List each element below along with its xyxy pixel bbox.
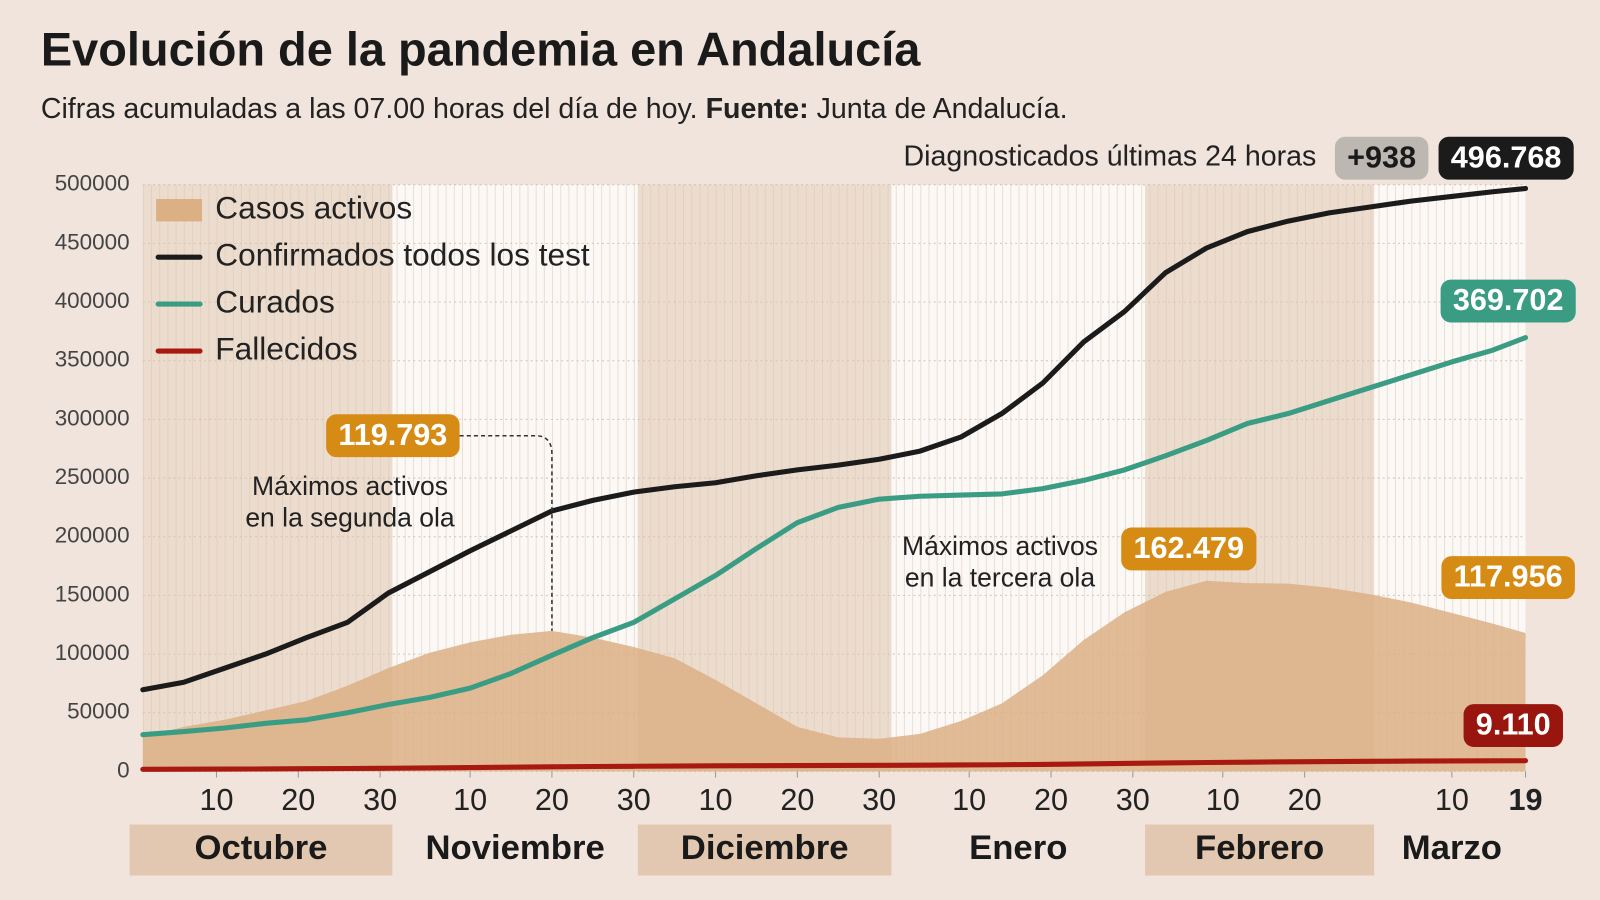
value-label: 117.956 <box>1441 556 1575 599</box>
area <box>142 580 1526 772</box>
month-label: Noviembre <box>425 829 604 867</box>
y-tick-label: 150000 <box>55 581 130 606</box>
value-label-text: 119.793 <box>338 418 447 452</box>
month-label: Octubre <box>194 829 327 867</box>
y-tick-label: 0 <box>117 757 129 782</box>
annotation: en la tercera ola <box>905 563 1095 593</box>
value-label-text: 117.956 <box>1454 560 1563 594</box>
x-tick-label: 20 <box>1288 783 1322 817</box>
month-label: Enero <box>969 829 1067 867</box>
value-label-text: 9.110 <box>1476 708 1551 742</box>
x-tick-label: 20 <box>780 783 814 817</box>
value-label-box <box>1438 136 1574 180</box>
value-label-box <box>1441 556 1575 599</box>
month-box <box>1145 824 1375 876</box>
y-tick-label: 200000 <box>55 523 130 548</box>
x-tick-label: 30 <box>1116 783 1150 817</box>
x-tick-label: 30 <box>363 783 397 817</box>
y-tick-label: 250000 <box>55 464 130 489</box>
month-label: Diciembre <box>681 829 849 867</box>
x-tick-label: 10 <box>699 783 733 817</box>
y-tick-label: 100000 <box>55 640 130 665</box>
chart-subtitle: Cifras acumuladas a las 07.00 horas del … <box>41 93 1068 125</box>
y-tick-label: 450000 <box>55 229 130 254</box>
x-tick-label: 30 <box>862 783 896 817</box>
x-tick-label: 10 <box>1435 783 1469 817</box>
legend-label: Confirmados todos los test <box>215 237 590 273</box>
month-label: Marzo <box>1402 829 1502 867</box>
value-label: 162.479 <box>1121 527 1257 571</box>
month-label: Febrero <box>1195 829 1324 867</box>
x-tick-label: 20 <box>535 783 569 817</box>
x-tick-label: 20 <box>1034 783 1068 817</box>
subtitle: Cifras acumuladas a las 07.00 horas del … <box>41 93 698 125</box>
x-tick-label: 10 <box>1206 783 1240 817</box>
value-label-box <box>326 414 460 458</box>
line <box>140 185 1529 693</box>
new-cases-text: +938 <box>1347 140 1416 174</box>
annotation: Máximos activos <box>902 531 1098 561</box>
new-cases-box <box>1334 136 1429 180</box>
x-tick-label: 10 <box>952 783 986 817</box>
y-tick-label: 350000 <box>55 347 130 372</box>
labels: Octubre Noviembre Diciembre Enero Febrero Mar… <box>55 136 1576 867</box>
source-label: Fuente: <box>706 93 809 125</box>
value-label-text: 162.479 <box>1133 531 1244 565</box>
x-tick-label: 10 <box>199 783 233 817</box>
new-cases-label: Diagnosticados últimas 24 horas <box>904 141 1317 173</box>
value-label-box <box>1440 279 1576 323</box>
value-label: 9.110 <box>1463 704 1563 747</box>
source: Junta de Andalucía. <box>817 93 1068 125</box>
value-label: 369.702 <box>1440 279 1576 323</box>
value-label: 496.768 <box>1438 136 1574 180</box>
x-tick-label: 30 <box>617 783 651 817</box>
y-tick-label: 300000 <box>55 405 130 430</box>
x-tick-label: 19 <box>1508 783 1542 817</box>
value-label-text: 496.768 <box>1451 140 1562 174</box>
chart-title: Evolución de la pandemia en Andalucía <box>41 23 921 75</box>
month-box <box>129 824 393 876</box>
annotation: Máximos activos <box>252 471 448 501</box>
legend-swatch <box>156 198 203 222</box>
value-label: 119.793 <box>326 414 460 458</box>
legend-label: Fallecidos <box>215 330 357 366</box>
annotation: en la segunda ola <box>245 502 455 532</box>
y-tick-label: 50000 <box>67 699 129 724</box>
value-label-box <box>1463 704 1563 747</box>
leader-line <box>459 434 553 631</box>
y-tick-label: 400000 <box>55 288 130 313</box>
legend-label: Casos activos <box>215 190 412 226</box>
x-tick-label: 10 <box>453 783 487 817</box>
value-label-text: 369.702 <box>1453 283 1564 317</box>
legend-label: Curados <box>215 283 335 319</box>
month-box <box>637 824 892 876</box>
line <box>140 758 1529 772</box>
value-label-box <box>1121 527 1257 571</box>
new-cases: +938 <box>1334 136 1429 180</box>
marks <box>140 185 1529 772</box>
y-tick-label: 500000 <box>55 171 130 196</box>
x-tick-label: 20 <box>281 783 315 817</box>
line <box>140 335 1529 738</box>
